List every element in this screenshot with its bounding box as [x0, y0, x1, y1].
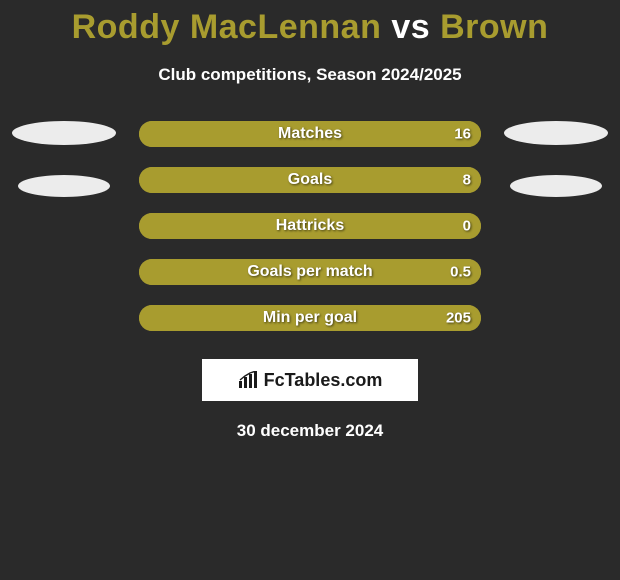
- brand-box: FcTables.com: [202, 359, 418, 401]
- right-ellipse: [510, 175, 602, 197]
- stat-bar: Goals per match 0.5: [139, 259, 481, 285]
- brand-inner: FcTables.com: [204, 361, 416, 399]
- title: Roddy MacLennan vs Brown: [0, 8, 620, 47]
- bar-label: Goals per match: [247, 263, 372, 281]
- left-ellipse-column: [9, 121, 119, 197]
- bar-chart-icon: [238, 371, 260, 389]
- bar-value-right: 0: [463, 218, 471, 235]
- stat-bar: Goals 8: [139, 167, 481, 193]
- comparison-card: Roddy MacLennan vs Brown Club competitio…: [0, 0, 620, 441]
- stat-bar: Hattricks 0: [139, 213, 481, 239]
- bar-value-right: 0.5: [450, 264, 471, 281]
- bar-label: Matches: [278, 125, 342, 143]
- chart-area: Matches 16 Goals 8 Hattricks 0 Goals per match…: [0, 121, 620, 331]
- bar-label: Min per goal: [263, 309, 357, 327]
- bar-label: Goals: [288, 171, 332, 189]
- player2-name: Brown: [440, 8, 548, 46]
- player1-name: Roddy MacLennan: [72, 8, 382, 46]
- stat-bar: Matches 16: [139, 121, 481, 147]
- bar-value-right: 8: [463, 172, 471, 189]
- left-ellipse: [12, 121, 116, 145]
- vs-label: vs: [391, 8, 430, 46]
- right-ellipse-column: [501, 121, 611, 197]
- stat-bar: Min per goal 205: [139, 305, 481, 331]
- subtitle: Club competitions, Season 2024/2025: [0, 65, 620, 85]
- left-ellipse: [18, 175, 110, 197]
- right-ellipse: [504, 121, 608, 145]
- bar-label: Hattricks: [276, 217, 344, 235]
- brand-text: FcTables.com: [264, 370, 383, 391]
- bar-value-right: 16: [454, 126, 471, 143]
- bar-value-right: 205: [446, 310, 471, 327]
- date-line: 30 december 2024: [0, 421, 620, 441]
- bars-column: Matches 16 Goals 8 Hattricks 0 Goals per match…: [139, 121, 481, 331]
